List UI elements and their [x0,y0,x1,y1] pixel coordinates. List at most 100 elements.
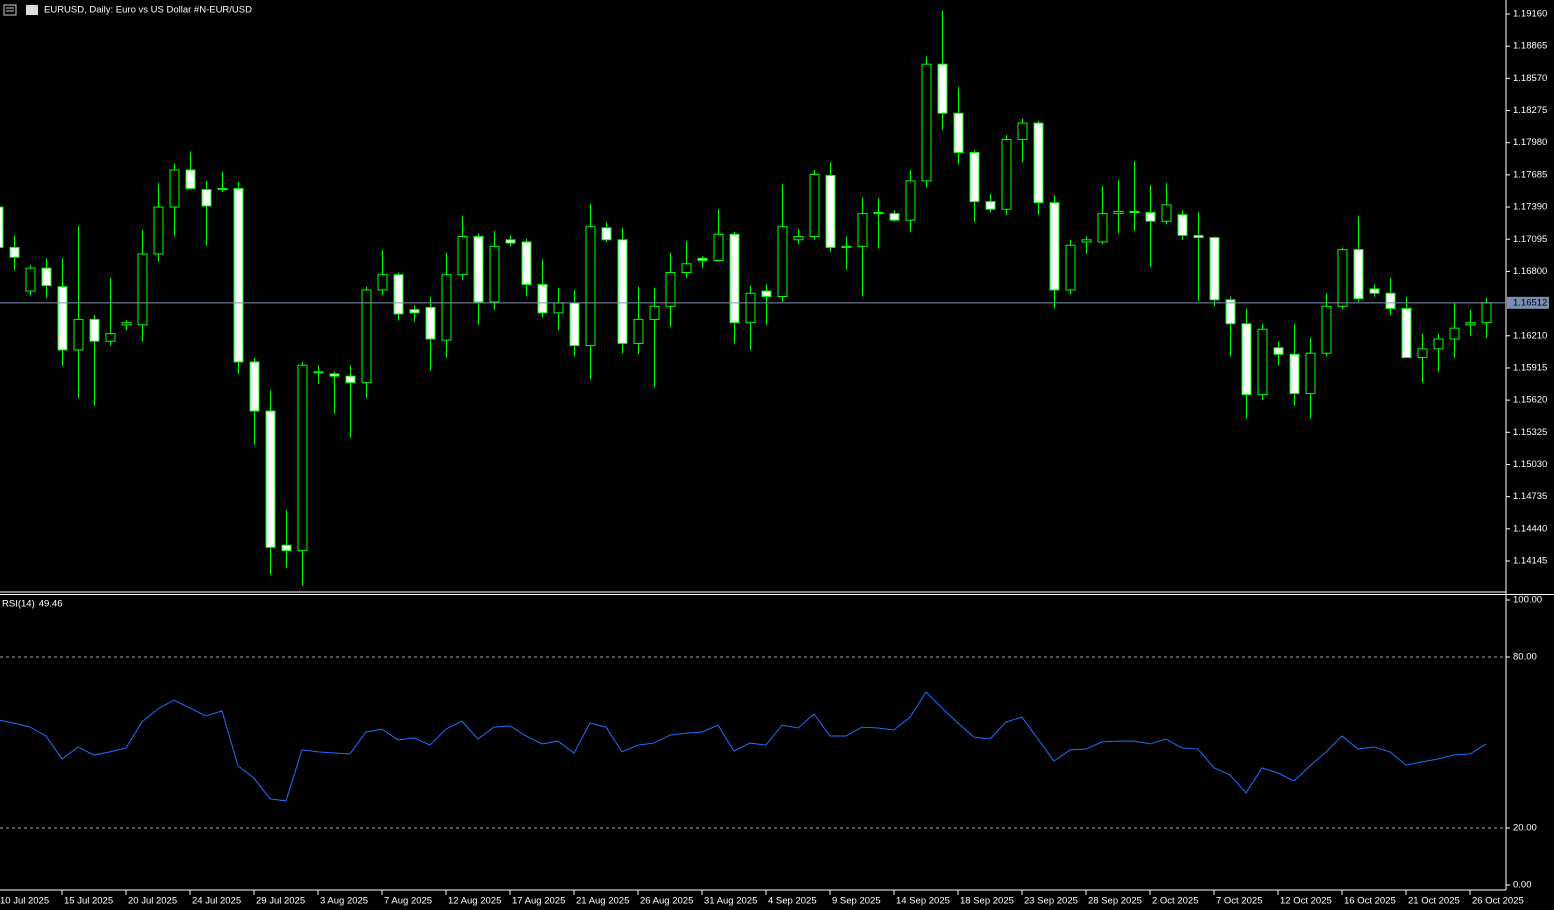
candle-body [1433,338,1444,350]
candle-body [745,292,756,324]
candle-body [1017,122,1028,140]
candle-body [89,318,100,342]
candle-body [329,373,340,377]
y-tick-label: 1.14145 [1513,556,1547,567]
candle-body [1065,244,1076,291]
x-tick-label: 20 Jul 2025 [128,896,177,907]
candle-body [1321,305,1332,354]
x-tick-label: 12 Aug 2025 [448,896,501,907]
x-tick-label: 16 Oct 2025 [1344,896,1396,907]
rsi-line [0,691,1487,802]
menu-icon[interactable] [3,4,17,16]
candle-body [889,213,900,221]
candle-body [1161,204,1172,222]
candle-body [505,239,516,244]
chart-icon[interactable] [26,5,38,15]
candle-body [761,290,772,297]
candle-body [73,318,84,351]
y-tick-label: 0.00 [1513,880,1532,891]
candle-body [521,241,532,286]
candle-body [361,289,372,384]
candle-body [1289,353,1300,395]
candle-body [1145,212,1156,222]
y-tick-label: 1.15030 [1513,459,1547,470]
x-tick-label: 9 Sep 2025 [832,896,881,907]
y-tick-label: 1.18275 [1513,105,1547,116]
candle-body [1273,347,1284,355]
candle-body [1225,299,1236,325]
candle-body [617,239,628,344]
candle-body [297,364,308,552]
candle-body [697,257,708,262]
chart-title: EURUSD, Daily: Euro vs US Dollar #N-EUR/… [44,5,252,16]
x-tick-label: 23 Sep 2025 [1024,896,1078,907]
candle-body [1129,210,1140,214]
candle-body [569,302,580,347]
candle-body [377,274,388,291]
x-tick-label: 10 Jul 2025 [0,896,49,907]
candle-body [1481,302,1492,324]
candle-body [649,305,660,320]
candle-body [233,188,244,363]
candle-body [1385,292,1396,309]
candle-body [345,375,356,384]
y-tick-label: 1.18865 [1513,41,1547,52]
candle-body [249,361,260,412]
candle-body [201,189,212,207]
candle-body [1465,322,1476,326]
candle-body [441,274,452,341]
candle-body [857,213,868,247]
x-tick-label: 17 Aug 2025 [512,896,565,907]
x-tick-label: 3 Aug 2025 [320,896,368,907]
candle-body [473,236,484,303]
candle-body [1177,214,1188,236]
candle-body [601,227,612,241]
x-tick-label: 26 Aug 2025 [640,896,693,907]
candle-body [1001,138,1012,210]
candle-body [937,63,948,114]
x-tick-label: 26 Oct 2025 [1472,896,1524,907]
candle-body [1193,234,1204,239]
candle-body [633,318,644,344]
candle-body [153,206,164,255]
candle-body [1081,239,1092,243]
candle-body [1241,323,1252,396]
x-tick-label: 7 Aug 2025 [384,896,432,907]
x-tick-label: 29 Jul 2025 [256,896,305,907]
candle-body [825,174,836,248]
candle-body [969,152,980,203]
candle-body [425,306,436,340]
y-tick-label: 1.14735 [1513,491,1547,502]
candle-body [185,169,196,190]
x-tick-label: 21 Oct 2025 [1408,896,1460,907]
candle-body [457,236,468,276]
candle-body [265,410,276,548]
y-tick-label: 1.15325 [1513,427,1547,438]
y-tick-label: 20.00 [1513,823,1537,834]
x-tick-label: 15 Jul 2025 [64,896,113,907]
candle-body [553,302,564,314]
candle-body [841,245,852,248]
y-tick-label: 1.15620 [1513,395,1547,406]
y-tick-label: 1.17980 [1513,137,1547,148]
candle-body [585,226,596,347]
x-tick-label: 14 Sep 2025 [896,896,950,907]
candle-body [793,236,804,241]
candle-body [25,267,36,292]
x-tick-label: 21 Aug 2025 [576,896,629,907]
indicator-value: 49.46 [39,599,63,610]
candle-body [1353,249,1364,300]
candle-body [313,371,324,374]
indicator-title: RSI(14) [2,599,35,610]
candle-body [1257,328,1268,396]
candle-body [729,233,740,324]
candle-body [121,322,132,326]
candle-body [921,63,932,182]
candle-body [41,267,52,287]
y-tick-label: 1.15915 [1513,362,1547,373]
candle-body [137,253,148,326]
x-tick-label: 4 Sep 2025 [768,896,817,907]
y-tick-label: 1.16800 [1513,266,1547,277]
x-tick-label: 2 Oct 2025 [1152,896,1198,907]
